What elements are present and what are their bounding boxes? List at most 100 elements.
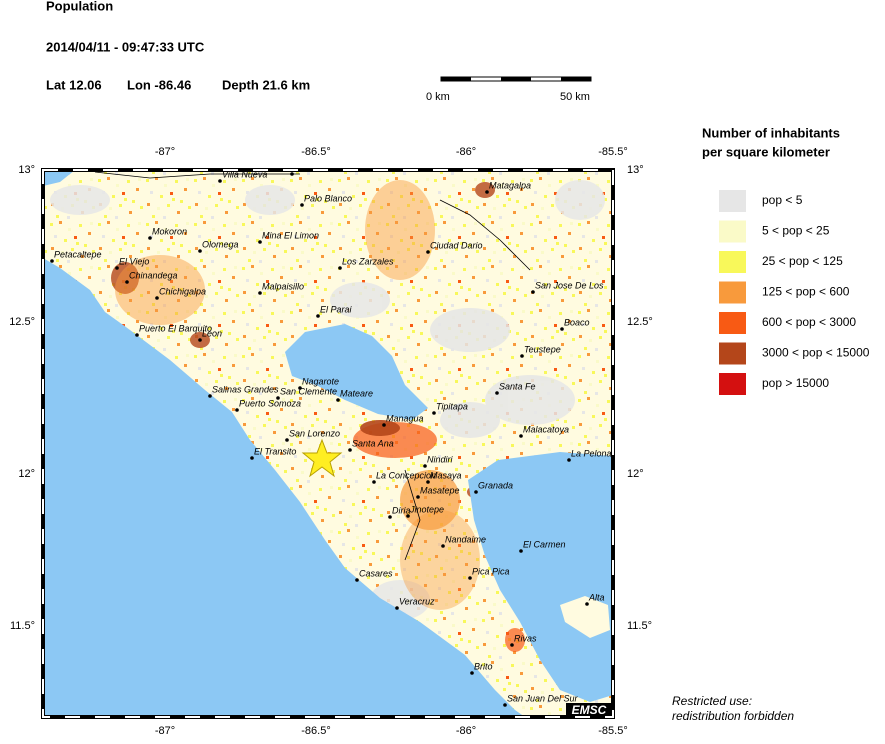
city-label: Chichigalpa (159, 286, 206, 296)
city-label: Veracruz (399, 596, 435, 606)
city-dot (423, 464, 427, 468)
city-label: Masaya (430, 470, 462, 480)
city-label: Chinandega (129, 270, 178, 280)
city-label: Mokoron (152, 226, 187, 236)
lon-tick-label: -85.5° (598, 146, 627, 158)
lon-tick-label: -87° (155, 146, 175, 158)
city-dot (155, 296, 159, 300)
city-dot (585, 602, 589, 606)
city-dot (336, 398, 340, 402)
lon-tick-label: -86.5° (301, 725, 330, 737)
legend-swatch (719, 312, 746, 334)
city-label: San Juan Del Sur (507, 693, 579, 703)
city-label: Puerto El Barquito (139, 323, 212, 333)
city-dot (218, 179, 222, 183)
lon-tick-label: -85.5° (598, 725, 627, 737)
city-label: Malacatoya (523, 424, 569, 434)
city-label: Rivas (514, 633, 537, 643)
city-label: Boaco (564, 317, 590, 327)
city-dot (258, 291, 262, 295)
city-dot (441, 544, 445, 548)
city-dot (395, 606, 399, 610)
border (94, 171, 531, 561)
city-label: Ciudad Dario (430, 240, 483, 250)
city-label: El Viejo (119, 256, 149, 266)
city-label: Nandaime (445, 534, 486, 544)
city-dot (298, 386, 302, 390)
lat-tick-label: 13° (18, 164, 35, 176)
city-dot (406, 514, 410, 518)
gulf-of-fonseca (43, 170, 75, 186)
frame-dash (42, 169, 614, 718)
lat-tick-label: 12° (18, 468, 35, 480)
city-dot (426, 480, 430, 484)
city-label: El Parai (320, 304, 353, 314)
city-dot (208, 394, 212, 398)
footnote: redistribution forbidden (672, 709, 794, 723)
city-dot (285, 438, 289, 442)
city-dot (416, 495, 420, 499)
city-dot (355, 578, 359, 582)
city-dot (560, 327, 564, 331)
depth: Depth 21.6 km (222, 77, 310, 92)
lat-tick-label: 12.5° (627, 316, 653, 328)
legend-swatch (719, 281, 746, 304)
city-dot (470, 671, 474, 675)
city-label: San Lorenzo (289, 428, 340, 438)
city-dot (531, 290, 535, 294)
legend-swatch (719, 251, 746, 273)
city-dot (338, 266, 342, 270)
legend-title: per square kilometer (702, 144, 830, 159)
lat-tick-label: 11.5° (627, 620, 652, 632)
city-dot (250, 456, 254, 460)
city-dot (115, 266, 119, 270)
lake-nicaragua (468, 452, 613, 702)
lat: Lat 12.06 (46, 77, 102, 92)
city-dot (235, 408, 239, 412)
legend-label: pop > 15000 (762, 376, 829, 390)
city-dot (276, 396, 280, 400)
city-label: Puerto Somoza (239, 398, 301, 408)
city-label: Granada (478, 480, 513, 490)
legend-label: 25 < pop < 125 (762, 254, 843, 268)
lon-tick-label: -86.5° (301, 146, 330, 158)
lat-tick-label: 12.5° (9, 316, 35, 328)
city-label: Leon (202, 328, 222, 338)
legend-swatch (719, 373, 746, 395)
city-label: San Clemente (280, 386, 337, 396)
city-label: San Jose De Los (535, 280, 604, 290)
footnote: Restricted use: (672, 694, 752, 708)
lat-tick-label: 13° (627, 164, 644, 176)
city-label: El Carmen (523, 539, 566, 549)
city-label: Malpaisillo (262, 281, 304, 291)
legend-label: 600 < pop < 3000 (762, 315, 856, 329)
ticks: -87° -87° -86.5° -86.5° -86° -86° -85.5° -85.5°… (9, 146, 653, 737)
city-label: Masatepe (420, 485, 460, 495)
city-label: Villa Nueva (222, 169, 267, 179)
legend-title: Number of inhabitants (702, 125, 840, 140)
city-dot (148, 236, 152, 240)
city-dot (348, 448, 352, 452)
legend-swatch (719, 190, 746, 212)
badge: EMSC (572, 703, 607, 717)
lon-tick-label: -87° (155, 725, 175, 737)
city-label: Salinas Grandes (212, 384, 279, 394)
city-label: Los Zarzales (342, 256, 394, 266)
badge-bg (566, 703, 613, 717)
city-label: Mateare (340, 388, 373, 398)
city-label: Petacaltepe (54, 249, 102, 259)
city-dot (382, 423, 386, 427)
legend: pop < 5 5 < pop < 25 25 < pop < 125 125 < p… (719, 190, 870, 395)
city-label: El Transito (254, 446, 296, 456)
legend-label: 5 < pop < 25 (762, 224, 830, 238)
city-label: Santa Fe (499, 381, 536, 391)
city-label: Diria (392, 505, 411, 515)
city-dot (388, 515, 392, 519)
scale-bar: 0 km 50 km (426, 76, 592, 103)
lake-managua (285, 324, 428, 420)
city-dot (372, 480, 376, 484)
city-dot (300, 203, 304, 207)
city-dot (290, 172, 294, 176)
